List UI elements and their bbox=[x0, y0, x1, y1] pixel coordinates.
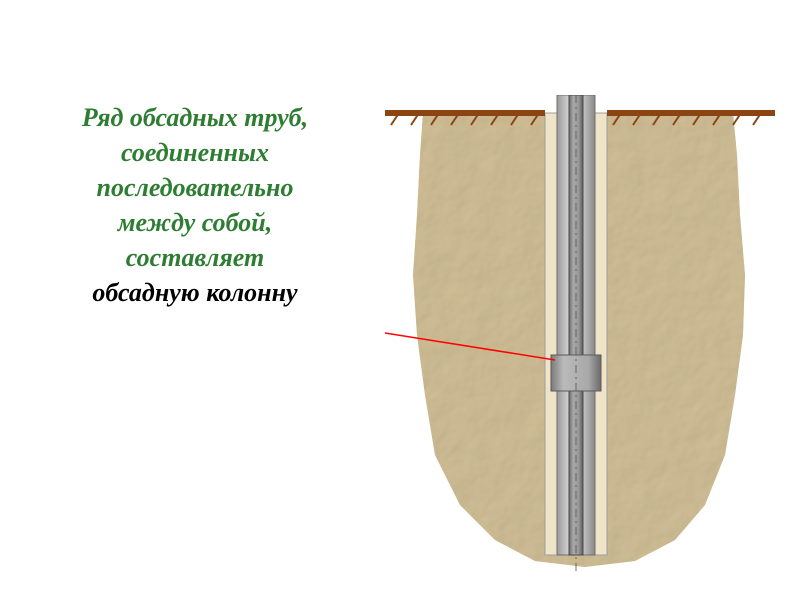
description-text: Ряд обсадных труб, соединенных последова… bbox=[30, 100, 360, 311]
text-line-6: обсадную колонну bbox=[92, 278, 297, 307]
text-line-2: соединенных bbox=[121, 138, 269, 167]
text-line-3: последовательно bbox=[96, 173, 293, 202]
wellbore-diagram bbox=[385, 95, 775, 575]
text-line-4: между собой, bbox=[118, 208, 273, 237]
text-line-5: составляет bbox=[126, 243, 264, 272]
text-line-1: Ряд обсадных труб, bbox=[82, 103, 308, 132]
